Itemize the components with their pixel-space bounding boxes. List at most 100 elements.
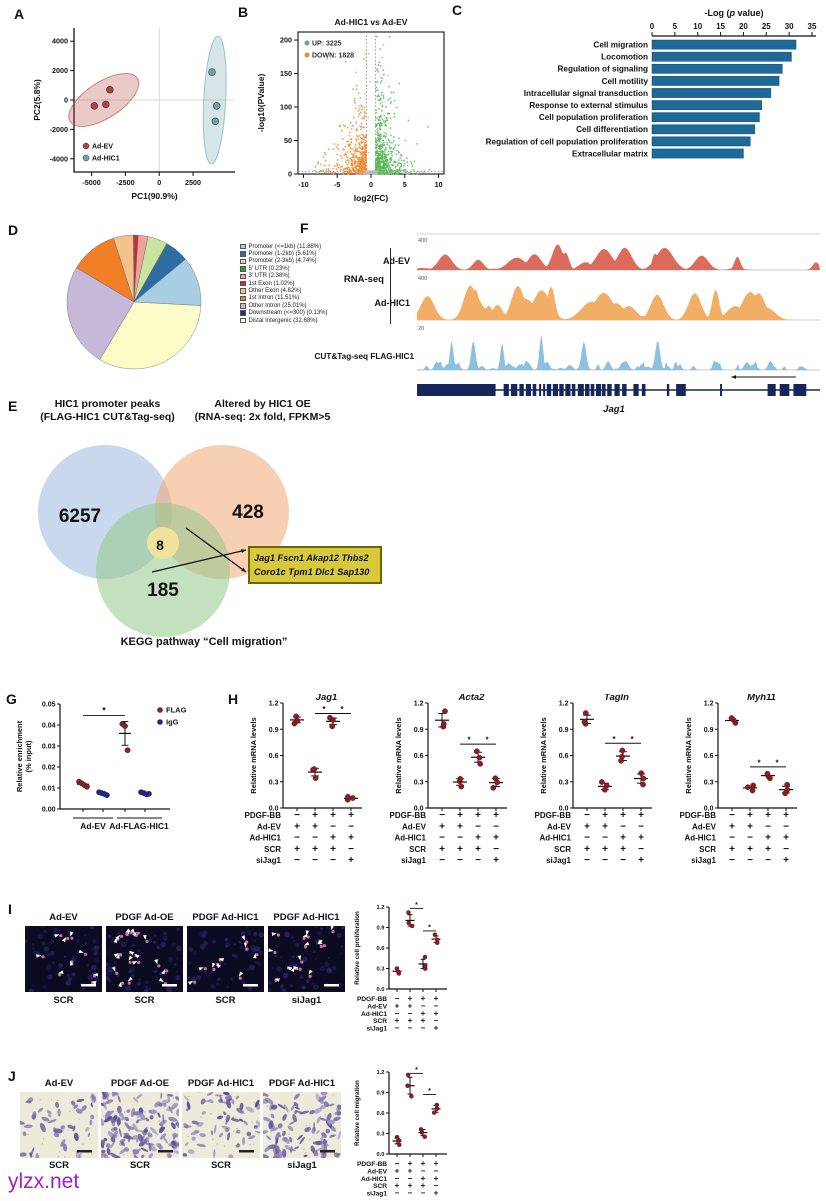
svg-text:0.02: 0.02	[42, 765, 56, 772]
pie-legend-item: Other Exon (4.82%)	[240, 287, 328, 294]
volcano-points	[313, 35, 431, 175]
svg-text:−: −	[294, 810, 300, 821]
svg-text:+: +	[457, 810, 463, 821]
svg-text:−: −	[729, 810, 735, 821]
svg-text:−: −	[421, 1166, 426, 1175]
svg-text:0.0: 0.0	[559, 806, 569, 813]
svg-text:*: *	[415, 902, 418, 909]
svg-text:DOWN: 1828: DOWN: 1828	[312, 53, 354, 60]
tw-image	[263, 1092, 341, 1158]
svg-text:+: +	[408, 1181, 413, 1190]
svg-text:log2(FC): log2(FC)	[354, 193, 389, 203]
svg-text:+: +	[602, 810, 608, 821]
svg-text:−: −	[457, 855, 463, 866]
pie-svg	[66, 234, 202, 370]
svg-text:+: +	[421, 1174, 426, 1183]
rna-seq-group-label: RNA-seq	[343, 274, 384, 285]
svg-text:siJag1: siJag1	[366, 1191, 387, 1198]
svg-text:1.2: 1.2	[376, 905, 384, 911]
svg-text:−: −	[765, 821, 771, 832]
svg-text:−: −	[620, 821, 626, 832]
svg-text:Regulation of signaling: Regulation of signaling	[557, 65, 648, 74]
svg-text:2500: 2500	[185, 178, 201, 187]
annotation-pie-legend: Promoter (<=1kb) (11.88%) Promoter (1-2kb…	[240, 243, 328, 324]
svg-text:SCR: SCR	[409, 845, 426, 854]
svg-text:0.05: 0.05	[42, 702, 56, 709]
svg-text:+: +	[493, 833, 499, 844]
svg-text:PC1(90.9%): PC1(90.9%)	[131, 191, 177, 201]
svg-text:+: +	[434, 1174, 439, 1183]
svg-text:0: 0	[650, 22, 655, 31]
svg-text:*: *	[102, 706, 106, 716]
svg-text:siJag1: siJag1	[691, 856, 716, 865]
svg-text:0.04: 0.04	[42, 723, 56, 730]
svg-text:+: +	[439, 844, 445, 855]
svg-text:200: 200	[280, 36, 292, 45]
tw-image-top-label: PDGF Ad-OE	[110, 1078, 170, 1089]
svg-text:-log10(PValue): -log10(PValue)	[256, 74, 266, 133]
if-image-top-label: PDGF Ad-HIC1	[273, 912, 340, 923]
svg-text:SCR: SCR	[699, 845, 716, 854]
svg-text:0.01: 0.01	[42, 786, 56, 793]
if-image	[187, 926, 264, 992]
pie-legend-label: Other Exon (4.82%)	[248, 288, 302, 295]
pie-legend-swatch	[240, 243, 246, 250]
svg-text:+: +	[408, 1001, 413, 1010]
svg-text:+: +	[765, 833, 771, 844]
panel-f-label: F	[300, 220, 309, 236]
svg-text:0.9: 0.9	[704, 727, 714, 734]
tw-image-top-label: PDGF Ad-HIC1	[268, 1078, 336, 1089]
svg-text:−: −	[584, 810, 590, 821]
venn-left-title-line1: HIC1 promoter peaks	[54, 398, 161, 410]
venn-svg: 6257 428 185 8	[38, 445, 289, 637]
svg-text:-5000: -5000	[82, 178, 100, 187]
go-bars-svg: -Log (p value) 0 5 10 15 20 25 30 35 Cell migrati…	[486, 8, 817, 158]
venn-diagram: 6257 428 185 8	[10, 428, 415, 683]
svg-text:−: −	[493, 844, 499, 855]
svg-text:−: −	[602, 855, 608, 866]
if-image-top-label: PDGF Ad-HIC1	[192, 912, 259, 923]
svg-text:−: −	[348, 844, 354, 855]
svg-text:+: +	[783, 833, 789, 844]
svg-text:SCR: SCR	[554, 845, 571, 854]
pie-legend-item: 1st Intron (11.51%)	[240, 295, 328, 302]
gene-list-line2: Coro1c Tpm1 Dlc1 Sap130	[254, 567, 370, 577]
svg-text:0.3: 0.3	[414, 779, 424, 786]
tw-image-top-label: Ad-EV	[44, 1078, 74, 1089]
svg-text:0.9: 0.9	[376, 1091, 385, 1097]
tw-image-bottom-label: SCR	[210, 1160, 232, 1171]
svg-text:PDGF-BB: PDGF-BB	[680, 811, 717, 820]
pie-legend-label: Distal Intergenic (32.68%)	[248, 317, 318, 324]
tw-image-bottom-label: siJag1	[287, 1160, 317, 1171]
svg-text:1.2: 1.2	[376, 1070, 384, 1076]
svg-text:5: 5	[403, 180, 407, 189]
if-image-bottom-label: SCR	[134, 995, 155, 1006]
svg-text:−: −	[439, 833, 445, 844]
svg-text:-5: -5	[334, 180, 340, 189]
svg-text:1.2: 1.2	[704, 701, 714, 708]
svg-text:siJag1: siJag1	[401, 856, 426, 865]
svg-text:Ad-HIC1: Ad-HIC1	[92, 156, 120, 163]
svg-text:+: +	[312, 821, 318, 832]
mrna-plot-jag1: Jag1 0.0 0.3 0.6 0.9 1.2 Relative mRNA levels *…	[240, 692, 390, 891]
pie-legend-item: Distal Intergenic (32.68%)	[240, 317, 328, 324]
pie-legend-item: 3' UTR (2.38%)	[240, 273, 328, 280]
svg-text:−: −	[584, 833, 590, 844]
svg-text:+: +	[475, 844, 481, 855]
venn-left-title-line2: (FLAG-HIC1 CUT&Tag-seq)	[40, 411, 175, 423]
svg-text:0.6: 0.6	[376, 946, 385, 952]
panel-a-label: A	[14, 6, 25, 22]
venn-panel: HIC1 promoter peaks (FLAG-HIC1 CUT&Tag-s…	[10, 398, 415, 688]
pie-legend-item: Promoter (<=1kb) (11.88%)	[240, 243, 328, 250]
venn-bottom-title: KEGG pathway “Cell migration”	[120, 636, 288, 648]
svg-text:−: −	[729, 833, 735, 844]
panel-c-label: C	[452, 2, 463, 18]
svg-text:−: −	[348, 821, 354, 832]
svg-text:0.0: 0.0	[376, 1152, 384, 1158]
volcano-plot: Ad-HIC1 vs Ad-EV -10 -5 0 5 10 0 50 100 150 200 log…	[252, 14, 450, 224]
svg-text:+: +	[457, 821, 463, 832]
svg-text:Ad-HIC1: Ad-HIC1	[394, 834, 426, 843]
venn-right-title: Altered by HIC1 OE (RNA-seq: 2x fold, FP…	[155, 398, 370, 424]
svg-text:Jag1: Jag1	[316, 694, 338, 703]
